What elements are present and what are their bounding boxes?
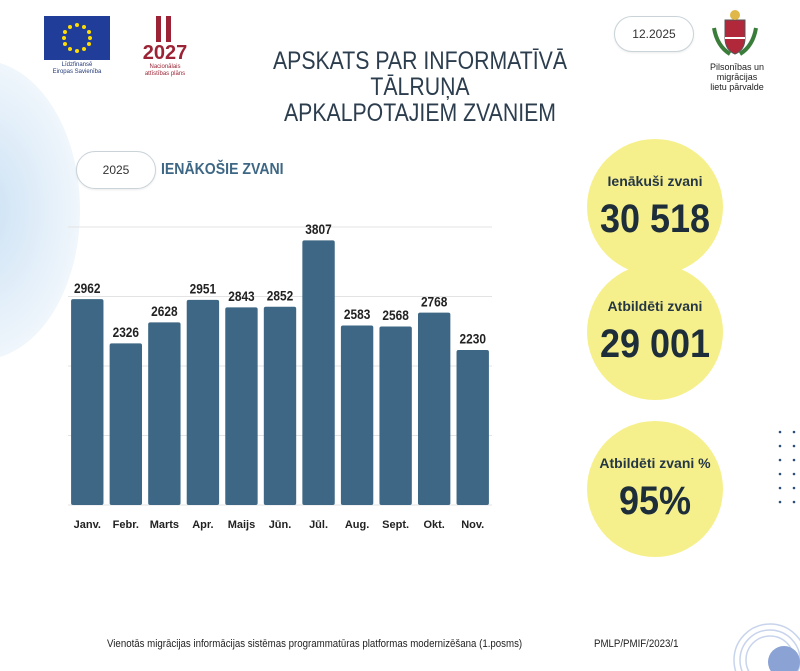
stat-label: Ienākuši zvani [607, 173, 703, 189]
stat-label: Atbildēti zvani % [599, 455, 711, 471]
stat-label: Atbildēti zvani [607, 298, 703, 314]
decor-rings [733, 623, 800, 671]
stat-circle: Atbildēti zvani 29 001 [587, 264, 723, 400]
bar [456, 350, 489, 505]
stat-value: 30 518 [599, 197, 711, 241]
x-tick-label: Jūl. [309, 519, 328, 531]
bar [148, 322, 181, 505]
plan-logo-line: Nacionālais [149, 64, 181, 70]
value-label: 2951 [190, 281, 216, 297]
value-label: 2843 [228, 288, 254, 304]
bar [263, 306, 297, 505]
decor-dots [778, 430, 796, 504]
value-label: 2628 [151, 303, 177, 319]
bar [186, 299, 220, 505]
stat-value: 29 001 [599, 322, 711, 366]
x-tick-label: Aug. [345, 519, 369, 531]
footer-project: Vienotās migrācijas informācijas sistēma… [107, 638, 523, 650]
value-label: 2230 [459, 331, 485, 347]
bar [71, 299, 104, 505]
page-title: APSKATS PAR INFORMATĪVĀ TĀLRUŅA APKALPOT… [233, 48, 607, 126]
bar [109, 343, 143, 505]
value-label: 2568 [382, 307, 408, 323]
bar [225, 307, 258, 505]
chart-title: IENĀKOŠIE ZVANI [161, 161, 284, 178]
agency-name: Pilsonības un migrācijas lietu pārvalde [690, 62, 784, 92]
plan-logo-line: attīstības plāns [144, 71, 186, 77]
x-tick-label: Janv. [74, 519, 101, 531]
date-pill: 12.2025 [614, 16, 694, 52]
year-pill: 2025 [76, 151, 156, 189]
x-tick-label: Sept. [382, 519, 409, 531]
eu-flag [44, 16, 110, 60]
title-line: APKALPOTAJIEM ZVANIEM [284, 99, 556, 127]
x-tick-label: Marts [150, 519, 179, 531]
agency-line: Pilsonības un migrācijas [709, 62, 765, 82]
bar [417, 312, 451, 505]
value-label: 2962 [74, 280, 100, 296]
stat-circle: Atbildēti zvani % 95% [587, 421, 723, 557]
stat-value: 95% [618, 479, 692, 523]
title-line: APSKATS PAR INFORMATĪVĀ TĀLRUŅA [272, 47, 567, 101]
value-label: 2326 [113, 324, 139, 340]
value-label: 2852 [267, 288, 293, 304]
eu-text: Līdzfinansē Eiropas Savienība [34, 62, 120, 76]
x-tick-label: Maijs [228, 519, 256, 531]
agency-line: lietu pārvalde [710, 82, 764, 92]
value-label: 3807 [305, 221, 331, 237]
coat-of-arms [712, 10, 758, 56]
x-tick-label: Okt. [423, 519, 444, 531]
plan-logo-text: Nacionālais attīstības plāns [136, 64, 194, 78]
eu-text-line: Līdzfinansē [61, 62, 93, 68]
bar [340, 325, 374, 505]
bar [379, 326, 412, 505]
bar [302, 240, 335, 505]
x-tick-label: Jūn. [269, 519, 292, 531]
stat-circle: Ienākuši zvani 30 518 [587, 139, 723, 275]
eu-text-line: Eiropas Savienība [52, 69, 102, 75]
chart: 2962 Janv. 2326 Febr. 2628 Marts 2951 Apr. 2843 M… [68, 221, 492, 531]
x-tick-label: Apr. [192, 519, 213, 531]
plan-logo-mark [156, 16, 171, 42]
x-tick-label: Febr. [113, 519, 139, 531]
footer-code: PMLP/PMIF/2023/1 [594, 638, 679, 650]
value-label: 2583 [344, 306, 370, 322]
plan-logo-year: 2027 [142, 42, 188, 64]
x-tick-label: Nov. [461, 519, 484, 531]
value-label: 2768 [421, 293, 447, 309]
